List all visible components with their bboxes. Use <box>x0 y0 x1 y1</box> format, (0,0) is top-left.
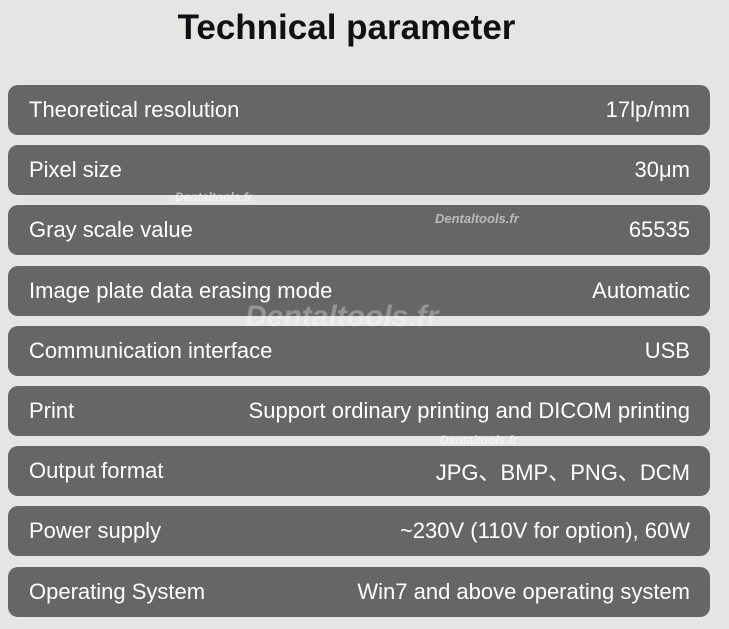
parameter-label: Gray scale value <box>29 217 193 243</box>
parameter-value: Support ordinary printing and DICOM prin… <box>248 398 690 423</box>
parameter-value: Automatic <box>592 277 690 303</box>
watermark: Dentaltools.fr <box>440 433 518 447</box>
watermark: Dentaltools.fr <box>435 211 519 226</box>
page-title: Technical parameter <box>177 8 516 47</box>
parameter-value: ~230V (110V for option), 60W <box>399 518 690 544</box>
parameter-value: JPG、BMP、PNG、DCM <box>435 460 690 486</box>
parameter-label: Operating System <box>29 578 206 604</box>
parameter-row: Theoretical resolution 17lp/mm <box>8 85 710 135</box>
parameter-value: Win7 and above operating system <box>357 578 690 604</box>
parameter-row: Image plate data erasing mode Automatic <box>8 265 710 316</box>
parameter-row: Power supply ~230V (110V for option), 60W <box>8 506 710 557</box>
parameter-value: USB <box>644 337 690 363</box>
parameter-row: Operating System Win7 and above operating… <box>8 566 710 617</box>
parameter-row: Print Support ordinary printing and DICOM… <box>8 386 710 436</box>
parameter-value: 65535 <box>628 217 690 243</box>
parameter-value: 17lp/mm <box>605 97 690 122</box>
parameter-row: Gray scale value 65535 <box>8 205 710 256</box>
parameter-label: Image plate data erasing mode <box>29 277 333 303</box>
parameter-label: Communication interface <box>29 337 273 363</box>
parameter-row: Communication interface USB <box>8 325 710 376</box>
watermark: Dentaltools.fr <box>245 300 439 333</box>
parameter-label: Theoretical resolution <box>29 97 240 122</box>
parameter-label: Power supply <box>29 518 162 544</box>
parameter-label: Pixel size <box>29 157 122 183</box>
watermark: Dentaltools.fr <box>175 190 253 204</box>
parameter-label: Output format <box>29 458 164 484</box>
parameter-row: Output format JPG、BMP、PNG、DCM <box>8 446 710 497</box>
parameter-row: Pixel size 30μm <box>8 145 710 196</box>
parameter-value: 30μm <box>634 157 690 183</box>
parameter-label: Print <box>29 398 75 423</box>
